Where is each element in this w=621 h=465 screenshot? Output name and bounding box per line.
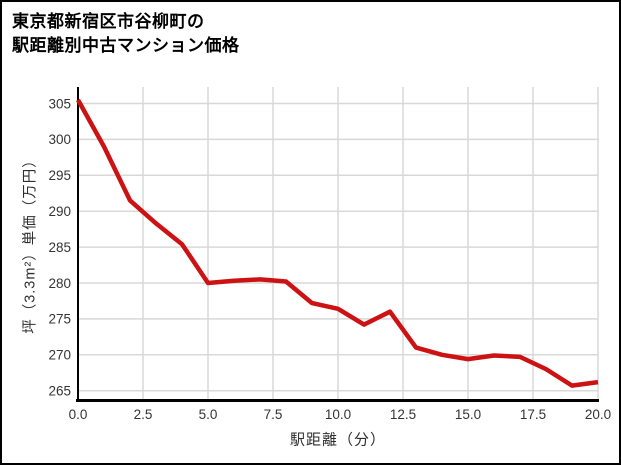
x-tick-label: 2.5 <box>134 407 153 422</box>
y-tick-label: 290 <box>48 204 71 219</box>
x-tick-label: 12.5 <box>390 407 416 422</box>
y-tick-label: 285 <box>48 240 71 255</box>
y-tick-label: 305 <box>48 96 71 111</box>
y-axis-title: 坪（3.3m²）単価（万円） <box>22 152 39 334</box>
x-axis-title: 駅距離（分） <box>289 431 387 449</box>
x-tick-label: 20.0 <box>585 407 611 422</box>
y-tick-label: 280 <box>48 276 71 291</box>
y-tick-label: 270 <box>48 348 71 363</box>
x-tick-label: 0.0 <box>69 407 88 422</box>
y-tick-label: 275 <box>48 312 71 327</box>
x-tick-label: 17.5 <box>520 407 546 422</box>
x-tick-label: 5.0 <box>199 407 218 422</box>
x-tick-label: 7.5 <box>264 407 283 422</box>
chart-title-line2: 駅距離別中古マンション価格 <box>12 35 240 55</box>
y-tick-label: 300 <box>48 132 71 147</box>
chart-title: 東京都新宿区市谷柳町の 駅距離別中古マンション価格 <box>12 10 240 58</box>
price-line-series <box>76 98 599 388</box>
chart-title-line1: 東京都新宿区市谷柳町の <box>12 12 205 31</box>
y-tick-label: 295 <box>48 168 71 183</box>
x-tick-label: 15.0 <box>455 407 481 422</box>
y-tick-label: 265 <box>48 384 71 399</box>
x-tick-label: 10.0 <box>325 407 351 422</box>
